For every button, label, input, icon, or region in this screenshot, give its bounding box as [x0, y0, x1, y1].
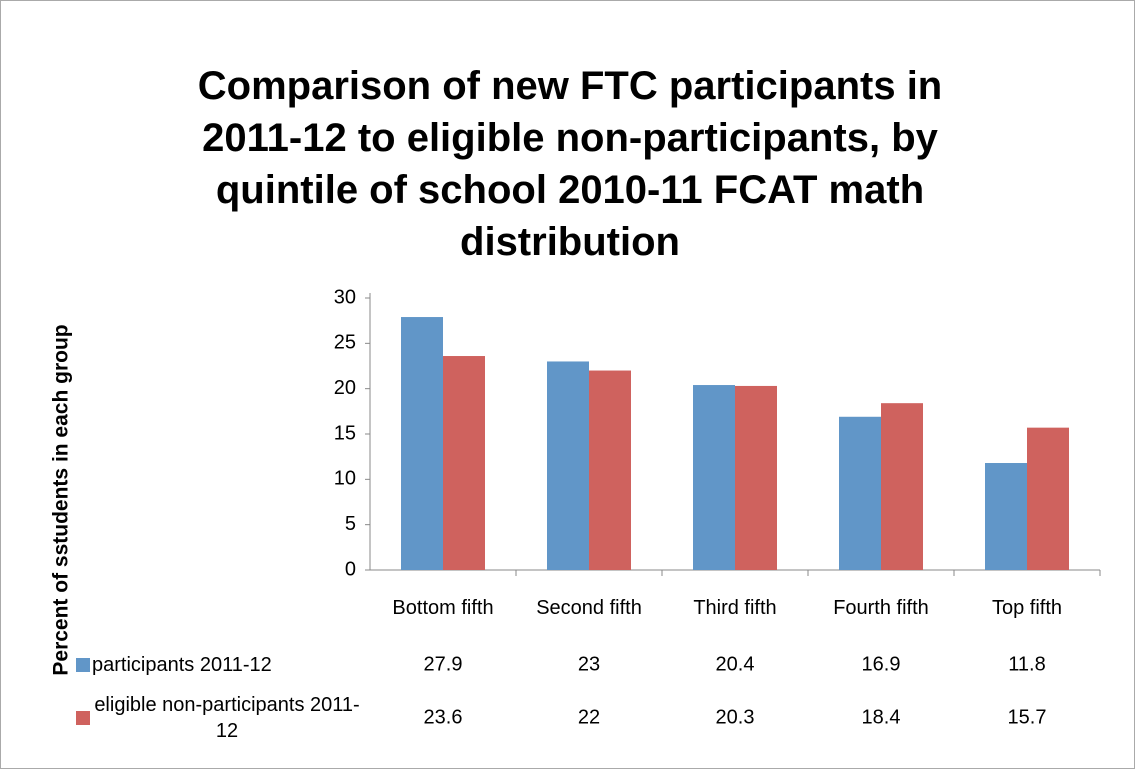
bar	[881, 403, 923, 570]
data-table-value: 23.6	[424, 706, 463, 728]
data-table-value: 18.4	[862, 706, 901, 728]
y-axis-label: Percent of sstudents in each group	[50, 324, 73, 675]
y-tick-label: 0	[345, 558, 356, 580]
bar	[401, 317, 443, 570]
bar	[547, 361, 589, 570]
bar	[1027, 427, 1069, 570]
bar	[985, 463, 1027, 570]
bar	[693, 385, 735, 570]
data-table-value: 20.3	[716, 706, 755, 728]
y-tick-label: 20	[334, 377, 356, 399]
data-table-value: 23	[578, 653, 600, 675]
data-table-value: 27.9	[424, 653, 463, 675]
y-tick-label: 10	[334, 468, 356, 490]
data-table-value: 15.7	[1008, 706, 1047, 728]
x-tick-label: Top fifth	[991, 597, 1063, 619]
bar	[443, 356, 485, 570]
data-table-value: 22	[578, 706, 600, 728]
data-table-value: 16.9	[862, 653, 901, 675]
legend-swatch	[76, 711, 90, 725]
bar	[839, 416, 881, 570]
x-tick-label: Fourth fifth	[833, 597, 929, 619]
legend-label: participants 2011-12	[92, 654, 272, 676]
legend-swatch	[76, 658, 90, 672]
legend-label: eligible non-participants 2011-12	[94, 694, 360, 742]
bar	[589, 370, 631, 570]
chart-title: Comparison of new FTC participants in 20…	[197, 64, 943, 264]
x-tick-label: Third fifth	[693, 597, 777, 619]
y-tick-label: 15	[334, 422, 356, 444]
y-tick-label: 5	[345, 513, 356, 535]
data-table-value: 20.4	[716, 653, 755, 675]
y-tick-label: 25	[334, 332, 356, 354]
x-tick-label: Bottom fifth	[392, 597, 494, 619]
bar	[735, 385, 777, 570]
x-tick-label: Second fifth	[536, 597, 642, 619]
y-tick-label: 30	[334, 286, 356, 308]
data-table-value: 11.8	[1008, 653, 1045, 675]
